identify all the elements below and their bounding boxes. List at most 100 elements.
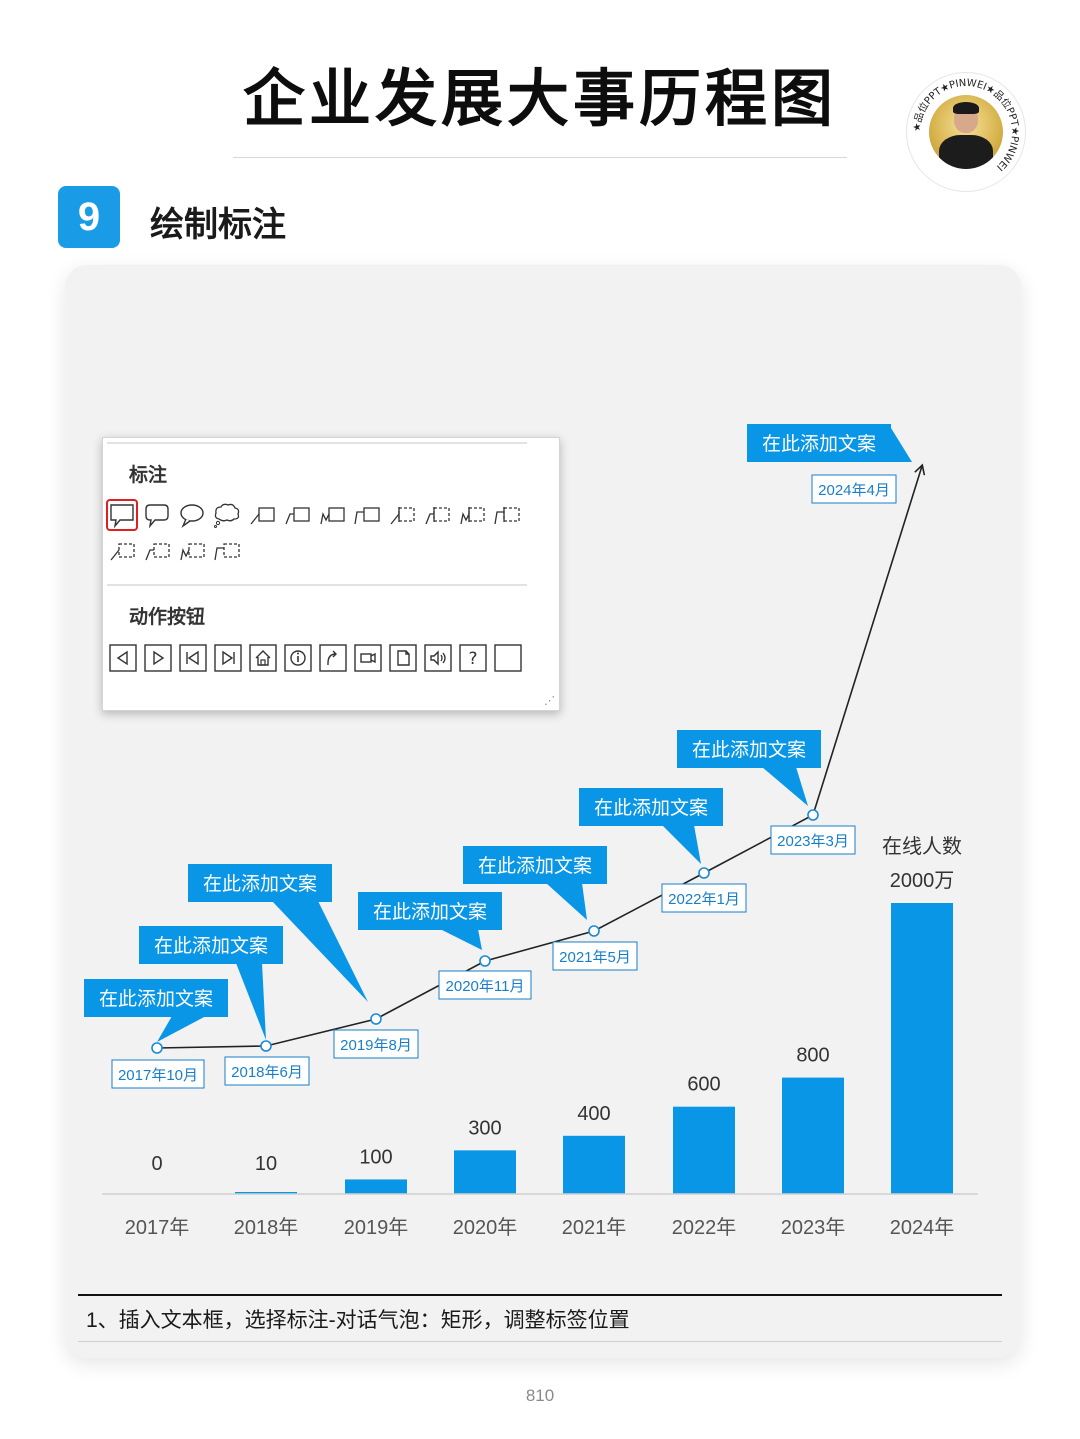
svg-text:2019年8月: 2019年8月 [340,1037,412,1054]
bar-value-label: 0 [151,1153,162,1175]
popup-top-rule [107,442,527,444]
x-tick-label: 2017年 [125,1216,190,1239]
date-label: 2022年1月 [661,883,747,913]
border-callout-4-icon[interactable] [212,536,242,566]
date-label: 2024年4月 [811,474,897,504]
x-tick-label: 2024年 [890,1216,955,1239]
border-callout-3-icon[interactable] [177,536,207,566]
accent-callout-4-icon[interactable] [492,500,522,530]
portrait-logo-icon [929,95,1003,169]
bar-value-label: 10 [255,1153,277,1175]
date-label: 2020年11月 [438,970,532,1000]
line-callout-4-icon[interactable] [352,500,382,530]
page-title: 企业发展大事历程图 [242,65,837,134]
svg-text:在此添加文案: 在此添加文案 [762,433,876,455]
svg-text:在此添加文案: 在此添加文案 [99,988,213,1010]
accent-callout-1-icon[interactable] [387,500,417,530]
popup-section-divider [107,584,527,586]
callout-bubble[interactable]: 在此添加文案 [463,846,607,920]
svg-text:在此添加文案: 在此添加文案 [692,739,806,761]
shapes-popup-panel: 标注 动作按钮 ? ⋰ [102,437,560,711]
callout-bubble[interactable]: 在此添加文案 [747,424,912,462]
x-tick-label: 2022年 [672,1216,737,1239]
milestone-point [370,1013,382,1025]
callout-bubble[interactable]: 在此添加文案 [677,730,821,806]
svg-text:2017年10月: 2017年10月 [118,1067,198,1084]
action-section-heading: 动作按钮 [129,607,206,628]
bar-value-label: 400 [577,1103,610,1125]
bar-2024年 [891,903,953,1194]
date-label: 2017年10月 [111,1059,205,1089]
footer-top-rule [78,1294,1002,1296]
border-callout-1-icon[interactable] [107,536,137,566]
step-number-badge: 9 [58,186,120,248]
rect-speech-bubble-icon[interactable] [106,499,138,531]
accent-callout-2-icon[interactable] [422,500,452,530]
document-icon[interactable] [388,643,418,673]
line-callout-3-icon[interactable] [317,500,347,530]
svg-text:在此添加文案: 在此添加文案 [594,797,708,819]
return-icon[interactable] [318,643,348,673]
home-icon[interactable] [248,643,278,673]
cloud-bubble-icon[interactable] [212,500,242,530]
milestone-point [698,867,710,879]
date-label: 2018年6月 [224,1056,310,1086]
callout-bubble[interactable]: 在此添加文案 [139,926,283,1040]
callout-bubble[interactable]: 在此添加文案 [358,892,502,950]
bar-2023年 [782,1077,844,1194]
bar-value-label: 600 [687,1074,720,1096]
x-tick-label: 2021年 [562,1216,627,1239]
svg-text:在此添加文案: 在此添加文案 [203,873,317,895]
beginning-icon[interactable] [178,643,208,673]
back-icon[interactable] [108,643,138,673]
svg-text:2021年5月: 2021年5月 [559,949,631,966]
x-tick-label: 2018年 [234,1216,299,1239]
svg-text:2022年1月: 2022年1月 [668,891,740,908]
svg-text:2020年11月: 2020年11月 [446,978,525,995]
milestone-point [151,1042,163,1054]
video-icon[interactable] [353,643,383,673]
date-label: 2019年8月 [333,1029,419,1059]
brand-logo: ★品位PPT★PINWEI★品位PPT★PINWEI [906,72,1026,192]
step-title: 绘制标注 [150,206,286,244]
border-callout-2-icon[interactable] [142,536,172,566]
accent-callout-3-icon[interactable] [457,500,487,530]
milestone-line [156,463,926,1049]
bar-2022年 [673,1106,735,1194]
series-label: 在线人数 [882,835,962,858]
date-label: 2021年5月 [552,941,638,971]
help-icon[interactable]: ? [458,643,488,673]
svg-text:2018年6月: 2018年6月 [231,1064,303,1081]
bar-2020年 [454,1150,516,1194]
oval-speech-bubble-icon[interactable] [177,500,207,530]
title-divider [233,157,847,158]
callout-bubble[interactable]: 在此添加文案 [579,788,723,864]
milestone-point [479,955,491,967]
line-callout-2-icon[interactable] [282,500,312,530]
milestone-point [260,1040,272,1052]
svg-text:在此添加文案: 在此添加文案 [154,935,268,957]
bar-2021年 [563,1135,625,1194]
callout-bubble[interactable]: 在此添加文案 [188,864,368,1002]
blank-icon[interactable] [493,643,523,673]
svg-text:?: ? [468,649,477,669]
bar-2018年 [235,1192,297,1194]
page-number: 810 [525,1386,555,1405]
bar-value-label: 100 [359,1146,392,1168]
sound-icon[interactable] [423,643,453,673]
x-tick-label: 2019年 [344,1216,409,1239]
milestone-point [807,809,819,821]
line-callout-1-icon[interactable] [247,500,277,530]
milestone-point [588,925,600,937]
rounded-speech-bubble-icon[interactable] [142,500,172,530]
bar-2019年 [345,1179,407,1194]
footer-instruction: 1、插入文本框，选择标注-对话气泡：矩形，调整标签位置 [86,1309,630,1332]
resize-grip-icon[interactable]: ⋰ [544,695,555,707]
svg-text:2023年3月: 2023年3月 [777,833,849,850]
information-icon[interactable] [283,643,313,673]
footer-bottom-rule [78,1341,1002,1342]
callout-bubble[interactable]: 在此添加文案 [84,979,228,1042]
forward-icon[interactable] [143,643,173,673]
end-icon[interactable] [213,643,243,673]
